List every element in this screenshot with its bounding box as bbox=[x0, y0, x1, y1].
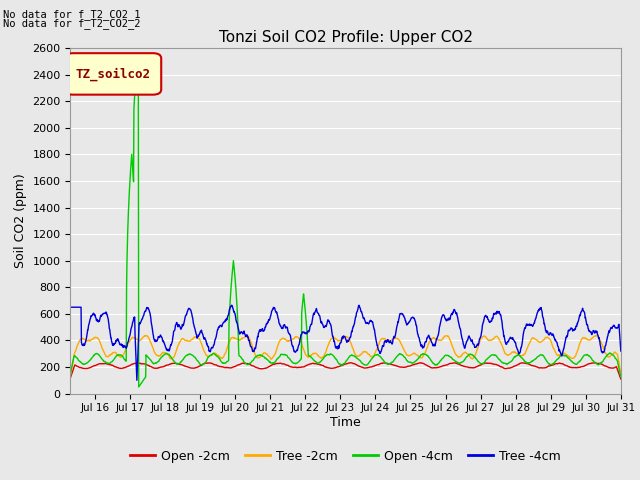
Open -4cm bbox=[301, 301, 308, 307]
Tree -4cm bbox=[133, 377, 141, 383]
Tree -4cm bbox=[381, 339, 388, 345]
Tree -2cm bbox=[300, 348, 308, 354]
Tree -2cm bbox=[67, 373, 74, 379]
Open -4cm bbox=[381, 359, 388, 365]
Tree -2cm bbox=[141, 333, 149, 338]
Tree -4cm bbox=[132, 340, 140, 346]
Legend: Open -2cm, Tree -2cm, Open -4cm, Tree -4cm: Open -2cm, Tree -2cm, Open -4cm, Tree -4… bbox=[125, 445, 566, 468]
Tree -2cm bbox=[380, 336, 388, 342]
Tree -4cm bbox=[322, 324, 330, 329]
Line: Open -2cm: Open -2cm bbox=[70, 363, 621, 379]
Open -2cm bbox=[300, 364, 308, 370]
Open -2cm bbox=[312, 361, 319, 367]
Text: No data for f_T2_CO2_2: No data for f_T2_CO2_2 bbox=[3, 18, 141, 29]
Open -2cm bbox=[380, 360, 388, 366]
Text: No data for f_T2_CO2_1: No data for f_T2_CO2_1 bbox=[3, 9, 141, 20]
Open -4cm bbox=[133, 59, 141, 64]
Tree -4cm bbox=[228, 302, 236, 308]
Open -2cm bbox=[321, 364, 329, 370]
Tree -2cm bbox=[132, 336, 140, 341]
Tree -4cm bbox=[312, 307, 320, 312]
Tree -4cm bbox=[109, 341, 117, 347]
FancyBboxPatch shape bbox=[65, 53, 161, 95]
Open -4cm bbox=[109, 358, 117, 363]
Open -4cm bbox=[312, 359, 320, 365]
Y-axis label: Soil CO2 (ppm): Soil CO2 (ppm) bbox=[14, 173, 27, 268]
Tree -2cm bbox=[312, 350, 319, 356]
Tree -4cm bbox=[617, 348, 625, 354]
Open -2cm bbox=[617, 376, 625, 382]
Open -2cm bbox=[67, 375, 74, 381]
Line: Tree -2cm: Tree -2cm bbox=[70, 336, 621, 376]
Open -2cm bbox=[346, 360, 354, 366]
Tree -2cm bbox=[322, 349, 330, 355]
Open -4cm bbox=[617, 374, 625, 380]
Open -2cm bbox=[132, 360, 140, 366]
Open -2cm bbox=[109, 362, 117, 368]
Open -4cm bbox=[67, 372, 74, 377]
Title: Tonzi Soil CO2 Profile: Upper CO2: Tonzi Soil CO2 Profile: Upper CO2 bbox=[219, 30, 472, 46]
Line: Open -4cm: Open -4cm bbox=[70, 61, 621, 387]
Text: TZ_soilco2: TZ_soilco2 bbox=[76, 67, 150, 81]
Open -4cm bbox=[132, 80, 140, 86]
Line: Tree -4cm: Tree -4cm bbox=[70, 305, 621, 380]
Tree -2cm bbox=[617, 370, 625, 375]
Tree -4cm bbox=[301, 330, 308, 336]
Tree -2cm bbox=[109, 349, 117, 355]
Open -4cm bbox=[322, 352, 330, 358]
Tree -4cm bbox=[67, 304, 74, 310]
Open -4cm bbox=[135, 384, 143, 390]
X-axis label: Time: Time bbox=[330, 416, 361, 429]
